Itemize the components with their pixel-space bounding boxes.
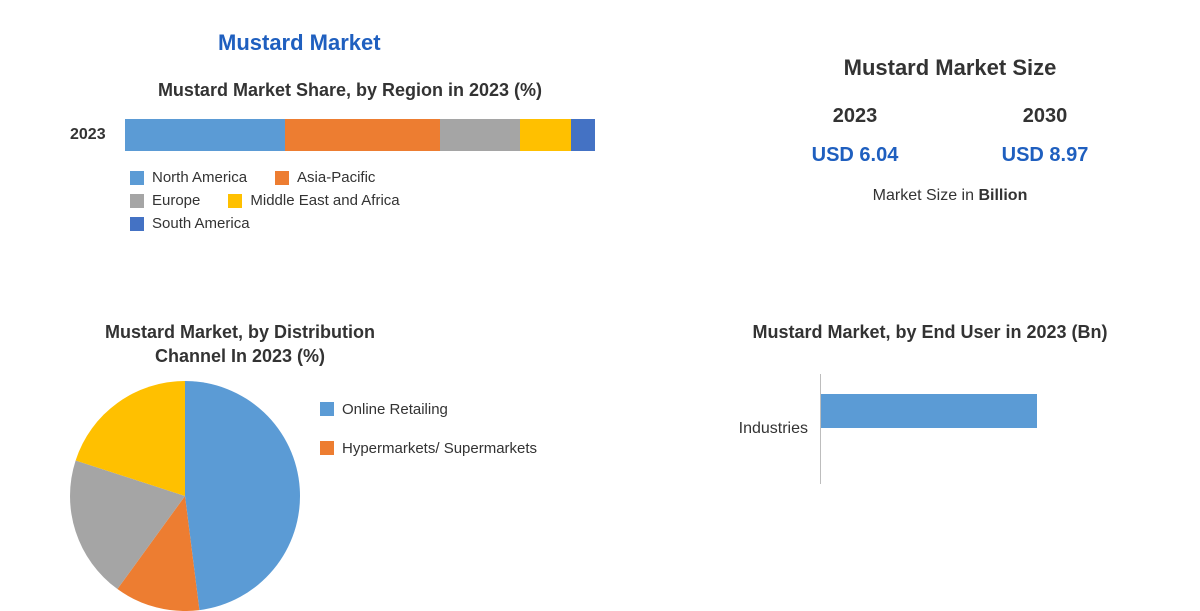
distribution-pie-title: Mustard Market, by Distribution Channel … [70,320,410,369]
distribution-pie-svg [70,381,300,611]
legend-swatch [320,402,334,416]
legend-label: Europe [152,192,200,209]
enduser-bar-axis [820,374,1120,484]
market-size-values: USD 6.04 USD 8.97 [760,144,1140,167]
region-seg [520,119,572,151]
market-size-value-a: USD 6.04 [812,144,899,167]
region-share-chart: Mustard Market Share, by Region in 2023 … [70,80,630,238]
distribution-pie-chart: Mustard Market, by Distribution Channel … [70,320,630,611]
region-seg [440,119,520,151]
region-seg [125,119,285,151]
legend-item: Europe [130,192,200,209]
enduser-bar-category: Industries [720,420,820,438]
legend-label: Asia-Pacific [297,169,375,186]
legend-label: Middle East and Africa [250,192,399,209]
market-size-year-b: 2030 [1023,105,1068,128]
enduser-bar-chart: Mustard Market, by End User in 2023 (Bn)… [720,320,1140,484]
legend-item: North America [130,169,247,186]
market-size-caption: Market Size in Billion [760,187,1140,205]
legend-swatch [130,217,144,231]
legend-item: Asia-Pacific [275,169,375,186]
legend-swatch [228,194,242,208]
legend-swatch [320,441,334,455]
market-size-block: Mustard Market Size 2023 2030 USD 6.04 U… [760,55,1140,205]
legend-item: Hypermarkets/ Supermarkets [320,440,537,457]
legend-label: South America [152,215,250,232]
region-share-bar-row: 2023 [70,119,630,151]
region-seg [571,119,595,151]
legend-item: Middle East and Africa [228,192,399,209]
enduser-bar [821,394,1037,428]
legend-label: North America [152,169,247,186]
legend-swatch [275,171,289,185]
market-size-caption-bold: Billion [978,187,1027,204]
region-share-legend: North America Asia-Pacific Europe Middle Ea… [130,169,630,238]
region-seg [285,119,440,151]
legend-item: South America [130,215,250,232]
region-share-bar [125,119,595,151]
legend-label: Online Retailing [342,401,448,418]
region-share-title: Mustard Market Share, by Region in 2023 … [70,80,630,101]
market-size-value-b: USD 8.97 [1002,144,1089,167]
page-title: Mustard Market [218,30,381,56]
market-size-title: Mustard Market Size [760,55,1140,81]
enduser-bar-title: Mustard Market, by End User in 2023 (Bn) [720,320,1140,344]
market-size-years: 2023 2030 [760,105,1140,128]
legend-swatch [130,194,144,208]
market-size-year-a: 2023 [833,105,878,128]
distribution-pie-legend: Online Retailing Hypermarkets/ Supermarke… [320,401,565,479]
legend-swatch [130,171,144,185]
legend-label: Hypermarkets/ Supermarkets [342,440,537,457]
legend-item: Online Retailing [320,401,537,418]
market-size-caption-prefix: Market Size in [873,187,979,204]
pie-slice [185,381,300,610]
region-share-year-label: 2023 [70,126,125,144]
enduser-bar-row: Industries [720,374,1140,484]
